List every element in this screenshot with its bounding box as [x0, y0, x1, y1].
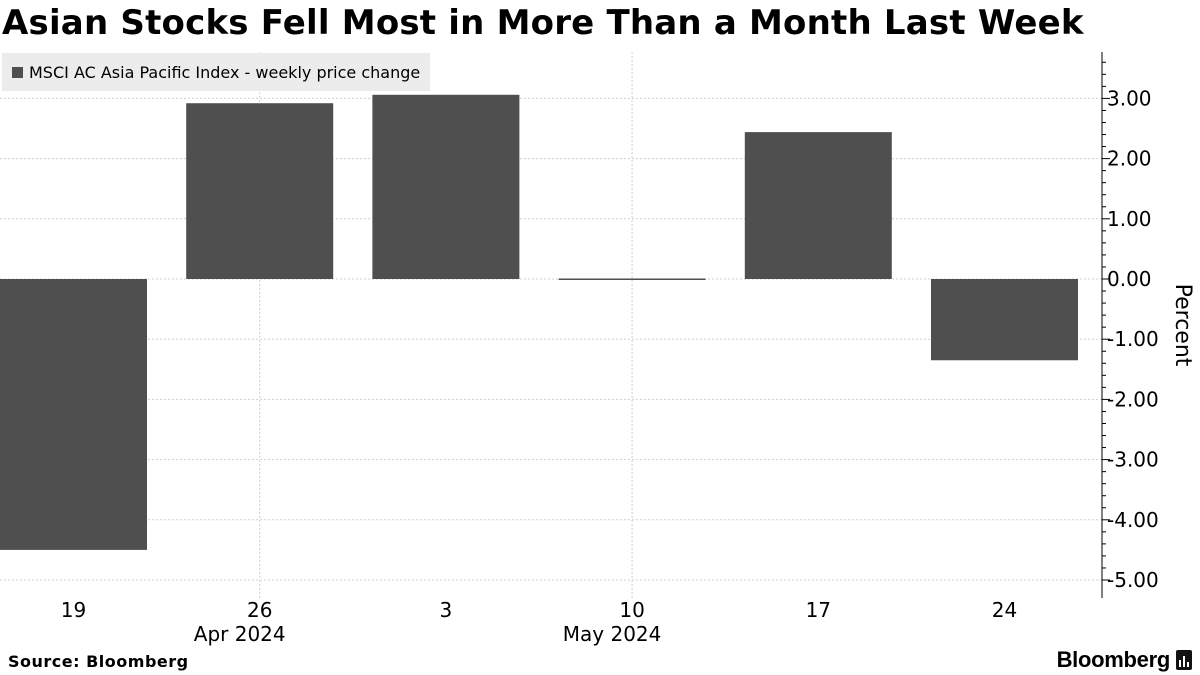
legend-swatch: [12, 66, 23, 78]
y-tick-label: -2.00: [1107, 387, 1159, 411]
y-tick-label: -5.00: [1107, 568, 1159, 592]
x-month-label: Apr 2024: [194, 622, 286, 646]
bar-19: [0, 279, 147, 550]
y-tick-label: -1.00: [1107, 327, 1159, 351]
x-axis-labels: 19 26 3 10 17 24 Apr 2024 May 2024: [61, 598, 1017, 646]
x-tick-label: 17: [806, 598, 831, 622]
bar-26: [186, 103, 334, 279]
legend: MSCI AC Asia Pacific Index - weekly pric…: [2, 53, 431, 91]
bar-3: [372, 94, 520, 280]
legend-label: MSCI AC Asia Pacific Index - weekly pric…: [29, 62, 421, 82]
y-tick-label: 3.00: [1107, 86, 1152, 110]
x-tick-label: 3: [440, 598, 453, 622]
bars: [0, 94, 1078, 550]
bar-24: [931, 279, 1078, 361]
chart-title: Asian Stocks Fell Most in More Than a Mo…: [2, 3, 1084, 43]
bar-17: [744, 132, 892, 279]
bloomberg-chart-icon: [1176, 650, 1192, 670]
y-tick-label: -3.00: [1107, 448, 1159, 472]
x-tick-label: 19: [61, 598, 86, 622]
bar-10: [558, 278, 706, 280]
bloomberg-logo: Bloomberg: [1057, 647, 1192, 673]
y-axis-label: Percent: [1170, 284, 1195, 367]
y-tick-label: -4.00: [1107, 508, 1159, 532]
y-axis: 3.00 2.00 1.00 0.00 -1.00 -2.00 -3.00 -4.00 -5.0…: [1101, 52, 1159, 598]
y-tick-label: 0.00: [1107, 267, 1152, 291]
x-tick-label: 24: [992, 598, 1017, 622]
y-tick-label: 1.00: [1107, 207, 1152, 231]
source-note: Source: Bloomberg: [8, 652, 189, 671]
x-tick-label: 10: [619, 598, 644, 622]
x-month-label: May 2024: [563, 622, 662, 646]
brand-text: Bloomberg: [1056, 647, 1171, 672]
x-tick-label: 26: [247, 598, 272, 622]
y-tick-label: 2.00: [1107, 147, 1152, 171]
gridlines: [0, 52, 1102, 598]
